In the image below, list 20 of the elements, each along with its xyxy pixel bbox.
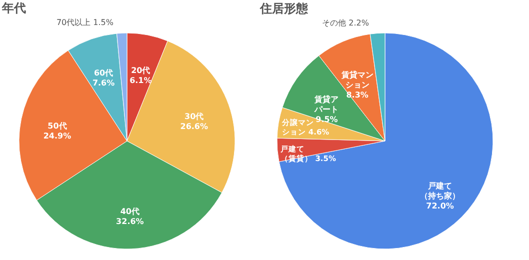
chart-title: 住居形態 <box>259 1 309 16</box>
slice-label: 戸建て（持ち家） <box>420 181 460 200</box>
slice-label: 賃貸マンション <box>340 70 374 90</box>
slice-label: 70代以上 1.5% <box>56 18 114 28</box>
slice-label: 賃貸アパート <box>314 94 339 114</box>
data-label: 26.6% <box>180 122 208 132</box>
slice-label: 50代 <box>48 121 67 130</box>
slice-label: 60代 <box>94 68 114 78</box>
slice-label: 30代 <box>184 112 204 122</box>
data-label: 9.5% <box>316 114 338 124</box>
slice-label: 20代 <box>131 66 150 76</box>
data-label: 24.9% <box>43 131 72 140</box>
slice-label: 40代 <box>120 207 140 216</box>
data-label: 72.0% <box>426 201 454 210</box>
data-label: 32.6% <box>116 217 144 226</box>
pie-slice <box>278 32 494 250</box>
slice-label: その他 2.2% <box>322 18 370 28</box>
chart-title: 年代 <box>1 1 26 16</box>
data-label: 6.1% <box>130 76 152 86</box>
data-label: 7.6% <box>92 78 115 88</box>
